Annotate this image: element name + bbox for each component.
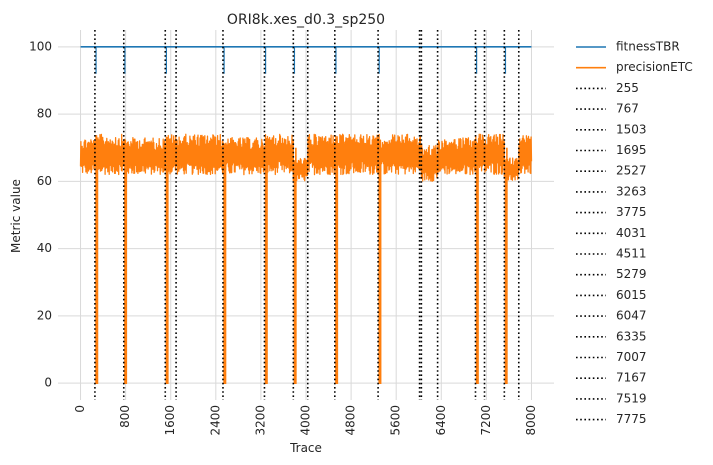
legend-item-drift-label: 7775	[616, 412, 647, 426]
legend-item-drift-label: 6335	[616, 329, 647, 343]
drift-lines	[94, 30, 520, 400]
x-tick-label: 7200	[479, 405, 493, 436]
x-tick-label: 6400	[434, 405, 448, 436]
chart-title: ORI8k.xes_d0.3_sp250	[227, 12, 385, 28]
plot-area	[79, 46, 533, 384]
y-tick-label: 40	[37, 241, 52, 255]
legend-item-drift-label: 5279	[616, 267, 647, 281]
precisionETC-drop	[264, 147, 268, 384]
axes: 0 800 1600 2400 3200 4000 4800 5600 6400 7200 8000…	[29, 39, 538, 435]
legend-item-drift-label: 3775	[616, 205, 647, 219]
precisionETC-line	[79, 133, 533, 182]
precisionETC-drop	[504, 147, 508, 384]
legend-item-drift-label: 7007	[616, 350, 647, 364]
legend-item-fitnessTBR-label: fitnessTBR	[616, 40, 680, 54]
x-tick-label: 800	[118, 405, 132, 428]
legend-item-drift-label: 6015	[616, 288, 647, 302]
precisionETC-drop	[124, 147, 128, 384]
y-tick-label: 0	[44, 376, 52, 390]
legend: fitnessTBR precisionETC 255 767 1503 1695 2527…	[576, 40, 693, 426]
y-tick-label: 60	[37, 174, 52, 188]
x-axis-label: Trace	[289, 441, 322, 455]
legend-item-drift-label: 6047	[616, 309, 647, 323]
x-tick-label: 8000	[524, 405, 538, 436]
y-tick-label: 100	[29, 39, 52, 53]
x-tick-label: 4800	[344, 405, 358, 436]
legend-item-drift-label: 1695	[616, 143, 647, 157]
precisionETC-drop	[475, 147, 479, 384]
legend-item-drift-label: 255	[616, 81, 639, 95]
x-tick-label: 4000	[299, 405, 313, 436]
precisionETC-drop	[165, 147, 169, 384]
precisionETC-drop	[335, 147, 339, 384]
x-tick-label: 3200	[253, 405, 267, 436]
y-tick-label: 80	[37, 107, 52, 121]
x-tick-label: 0	[73, 405, 87, 413]
legend-item-drift-label: 4511	[616, 247, 647, 261]
precisionETC-drop	[378, 147, 382, 384]
y-tick-label: 20	[37, 308, 52, 322]
x-tick-label: 1600	[163, 405, 177, 436]
precisionETC-drop	[293, 147, 297, 384]
legend-item-drift-label: 7167	[616, 371, 647, 385]
precisionETC-drop	[223, 147, 227, 384]
legend-item-drift-label: 1503	[616, 122, 647, 136]
legend-item-drift-label: 4031	[616, 226, 647, 240]
legend-item-drift-label: 3263	[616, 184, 647, 198]
legend-item-drift-label: 2527	[616, 164, 647, 178]
precisionETC-drop	[95, 147, 99, 384]
x-tick-label: 2400	[208, 405, 222, 436]
x-tick-label: 5600	[389, 405, 403, 436]
legend-item-drift-label: 767	[616, 102, 639, 116]
legend-item-drift-label: 7519	[616, 391, 647, 405]
legend-item-precisionETC-label: precisionETC	[616, 60, 693, 74]
y-axis-label: Metric value	[9, 179, 23, 253]
